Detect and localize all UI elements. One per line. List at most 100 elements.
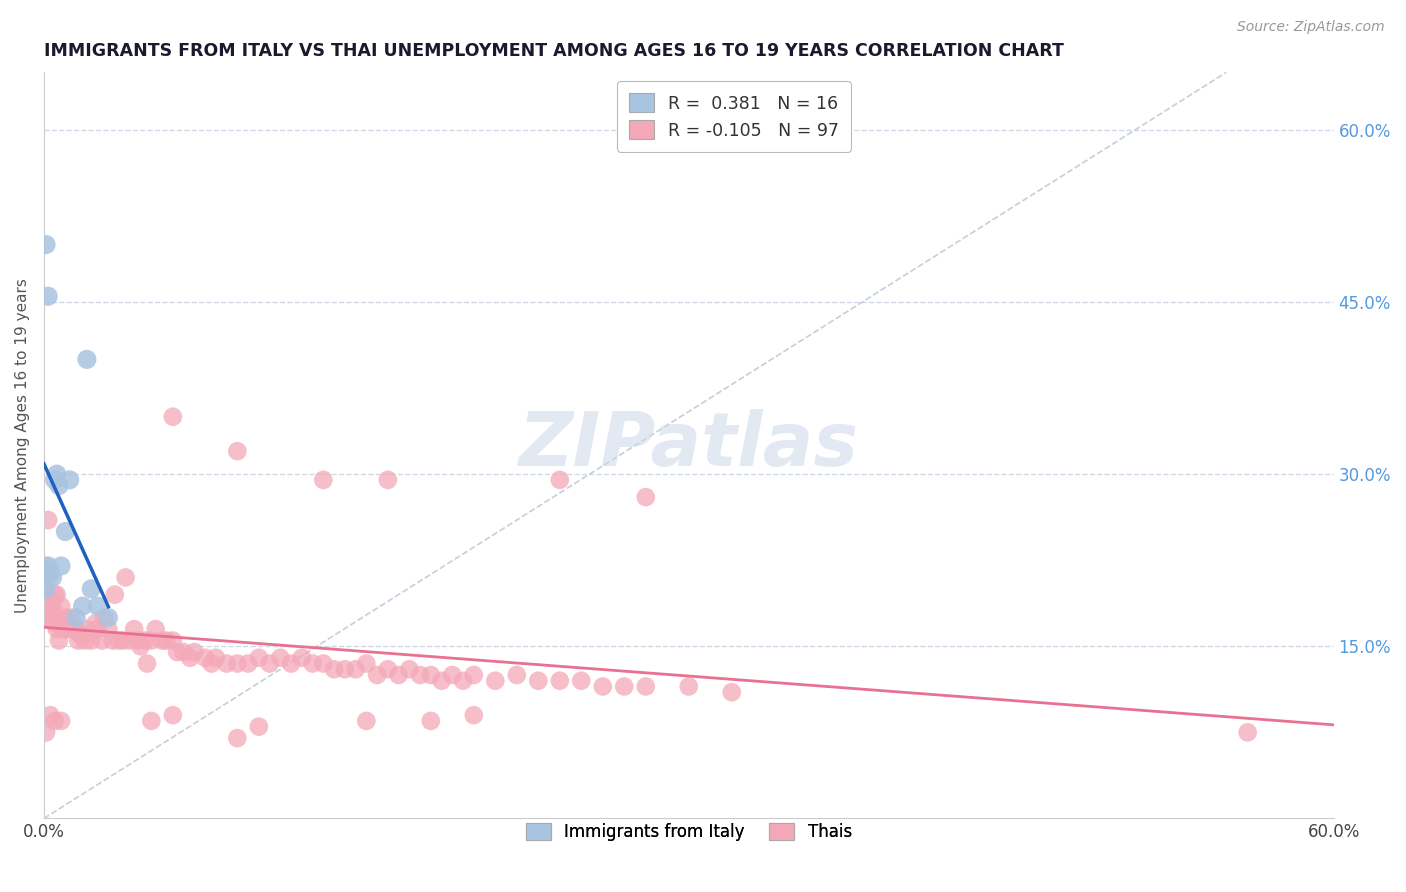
Point (49, 558, 72, 573)
Point (37, 558, 59, 573)
Point (80, 582, 103, 596)
Point (259, 657, 281, 671)
Point (548, 673, 571, 688)
Point (76, 352, 98, 367)
Point (60, 610, 83, 624)
Point (312, 657, 335, 671)
Point (44, 616, 66, 631)
Point (112, 633, 135, 648)
Point (59, 473, 82, 487)
Point (155, 633, 177, 648)
Point (377, 473, 399, 487)
Point (194, 650, 217, 665)
Point (59, 622, 82, 636)
Point (35, 558, 58, 573)
Point (301, 657, 323, 671)
Point (162, 708, 184, 723)
Point (441, 668, 464, 682)
Point (86, 599, 108, 614)
Text: IMMIGRANTS FROM ITALY VS THAI UNEMPLOYMENT AMONG AGES 16 TO 19 YEARS CORRELATION: IMMIGRANTS FROM ITALY VS THAI UNEMPLOYME… (44, 42, 1064, 60)
Point (35, 610, 58, 624)
Point (69, 628, 91, 642)
Point (93, 610, 115, 624)
Point (280, 657, 302, 671)
Point (1236, 725, 1258, 739)
Point (484, 673, 506, 688)
Point (44, 473, 66, 487)
Point (236, 657, 259, 671)
Point (49, 616, 72, 631)
Point (55, 524, 77, 539)
Text: Source: ZipAtlas.com: Source: ZipAtlas.com (1237, 20, 1385, 34)
Point (141, 633, 163, 648)
Point (226, 657, 249, 671)
Point (114, 570, 136, 584)
Point (463, 668, 485, 682)
Point (41, 610, 63, 624)
Point (45, 622, 67, 636)
Point (37, 570, 59, 584)
Point (48, 633, 70, 648)
Point (35, 725, 58, 739)
Point (247, 720, 270, 734)
Point (419, 668, 441, 682)
Point (76, 622, 98, 636)
Point (44, 588, 66, 602)
Point (451, 673, 474, 688)
Point (226, 731, 249, 745)
Point (48, 478, 70, 492)
Point (63, 622, 86, 636)
Point (55, 622, 77, 636)
Point (86, 622, 108, 636)
Point (37, 289, 59, 303)
Point (49, 714, 72, 728)
Point (226, 444, 249, 458)
Point (205, 650, 228, 665)
Point (73, 633, 96, 648)
Point (65, 622, 87, 636)
Point (173, 645, 195, 659)
Point (150, 633, 173, 648)
Point (136, 657, 159, 671)
Point (720, 685, 742, 699)
Legend: Immigrants from Italy, Thais: Immigrants from Italy, Thais (516, 813, 862, 851)
Y-axis label: Unemployment Among Ages 16 to 19 years: Unemployment Among Ages 16 to 19 years (15, 278, 30, 613)
Point (45, 467, 67, 482)
Point (430, 673, 453, 688)
Point (356, 714, 378, 728)
Point (200, 657, 222, 671)
Point (569, 673, 592, 688)
Point (344, 662, 367, 676)
Point (291, 650, 314, 665)
Point (39, 565, 62, 579)
Point (108, 633, 131, 648)
Point (104, 588, 127, 602)
Text: ZIPatlas: ZIPatlas (519, 409, 859, 482)
Point (127, 633, 149, 648)
Point (37, 610, 59, 624)
Point (41, 599, 63, 614)
Point (134, 633, 156, 648)
Point (35, 582, 58, 596)
Point (356, 657, 378, 671)
Point (398, 662, 420, 676)
Point (44, 714, 66, 728)
Point (387, 668, 409, 682)
Point (678, 680, 700, 694)
Point (72, 628, 94, 642)
Point (613, 680, 636, 694)
Point (49, 599, 72, 614)
Point (55, 610, 77, 624)
Point (122, 622, 145, 636)
Point (52, 622, 75, 636)
Point (39, 593, 62, 607)
Point (129, 640, 152, 654)
Point (39, 610, 62, 624)
Point (506, 668, 529, 682)
Point (247, 650, 270, 665)
Point (35, 237, 58, 252)
Point (118, 633, 141, 648)
Point (67, 633, 90, 648)
Point (366, 668, 388, 682)
Point (183, 645, 205, 659)
